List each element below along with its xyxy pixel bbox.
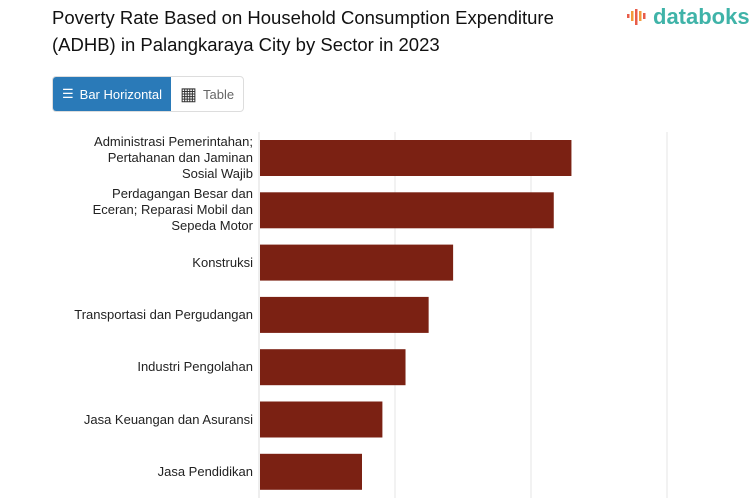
view-tabs: ☰ Bar Horizontal ▦ Table <box>52 76 245 112</box>
category-label: Konstruksi <box>192 254 253 270</box>
category-label: Transportasi dan Pergudangan <box>74 306 253 322</box>
logo-bars-icon <box>627 9 646 25</box>
databoks-logo: databoks <box>626 4 750 30</box>
chart-title: Poverty Rate Based on Household Consumpt… <box>52 7 554 55</box>
bar-chart-icon: ☰ <box>62 86 74 101</box>
category-label: Jasa Keuangan dan Asuransi <box>83 411 253 427</box>
bar <box>260 401 383 438</box>
category-label: Jasa Pendidikan <box>157 463 253 479</box>
bar <box>260 140 572 176</box>
tab-table[interactable]: ▦ Table <box>180 83 235 104</box>
table-icon: ▦ <box>180 83 198 104</box>
bar <box>260 349 406 386</box>
tab-bar-horizontal[interactable]: ☰ Bar Horizontal <box>53 77 172 111</box>
bar <box>260 453 362 490</box>
bar <box>260 296 429 333</box>
category-label: Administrasi Pemerintahan; Pertahanan da… <box>94 134 253 181</box>
bar <box>260 192 554 229</box>
category-label: Industri Pengolahan <box>137 359 253 375</box>
bar <box>260 244 454 281</box>
category-label: Perdagangan Besar dan Eceran; Reparasi M… <box>92 186 253 234</box>
